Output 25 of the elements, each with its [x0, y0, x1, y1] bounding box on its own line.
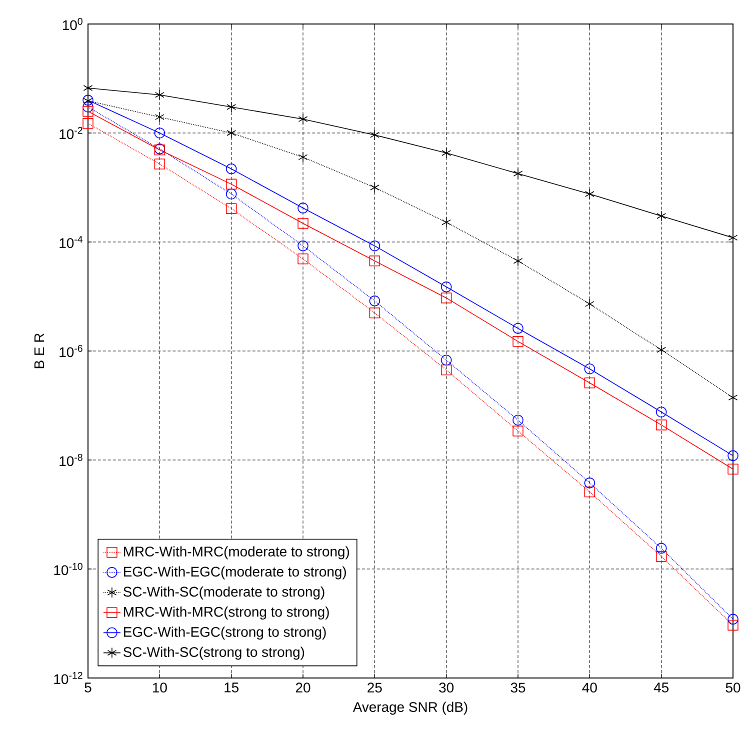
legend-label: SC-With-SC(strong to strong) [123, 646, 304, 660]
legend-label: MRC-With-MRC(strong to strong) [124, 606, 329, 620]
x-axis-title: Average SNR (dB) [352, 702, 468, 715]
legend-label: MRC-With-MRC(moderate to strong) [124, 546, 349, 560]
y-tick-label: 10$^{-12}$ [54, 672, 82, 684]
x-tick-label: 15 [224, 682, 238, 692]
legend-label: EGC-With-EGC(moderate to strong) [124, 566, 346, 580]
legend-label: EGC-With-EGC(strong to strong) [124, 626, 326, 640]
x-tick-label: 30 [439, 682, 454, 693]
y-tick-label: 10$^{-2}$ [60, 126, 82, 140]
y-tick-label: 10$^{-10}$ [54, 562, 82, 576]
x-tick-label: 10 [152, 682, 167, 693]
x-tick-label: 50 [726, 682, 740, 693]
x-tick-label: 25 [368, 682, 382, 693]
x-tick-label: 40 [582, 682, 597, 693]
legend-label: SC-With-SC(moderate to strong) [123, 586, 324, 600]
x-tick-label: 45 [654, 682, 668, 692]
x-tick-label: 20 [296, 682, 310, 693]
y-tick-label: 10$^{-8}$ [60, 454, 82, 466]
y-tick-label: 10$^{-4}$ [60, 236, 82, 248]
y-tick-label: 10$^{-6}$ [60, 344, 82, 358]
y-axis-title: B E R [34, 333, 44, 368]
x-tick-label: 35 [510, 682, 526, 693]
x-tick-label: 5 [84, 682, 92, 692]
y-tick-label: 10$^{0}$ [62, 18, 82, 30]
